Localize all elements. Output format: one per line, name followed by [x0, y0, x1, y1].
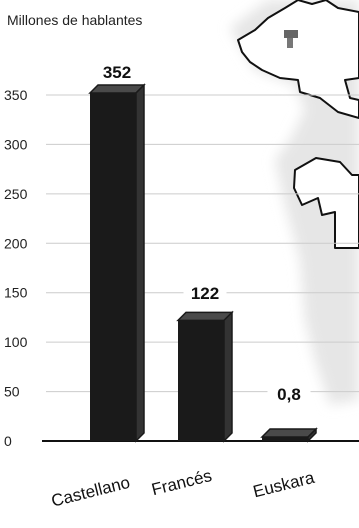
value-label: 0,8 [277, 385, 301, 404]
bar-francés [178, 312, 232, 441]
category-label: Castellano [49, 473, 132, 511]
category-label: Francés [150, 466, 214, 499]
bar-top-face [90, 85, 144, 93]
y-tick-label: 250 [4, 186, 28, 202]
bar-castellano [90, 85, 144, 441]
y-tick-label: 350 [4, 87, 28, 103]
bar-front-face [90, 93, 136, 441]
y-tick-label: 150 [4, 285, 28, 301]
y-tick-label: 0 [4, 433, 12, 449]
bar-front-face [262, 437, 308, 441]
y-tick-label: 50 [4, 384, 20, 400]
y-tick-label: 100 [4, 334, 28, 350]
category-labels: Castellano Francés Euskara [49, 466, 316, 511]
bar-front-face [178, 320, 224, 441]
value-label: 122 [191, 284, 219, 303]
bar-side-face [136, 85, 144, 441]
map-marker-stem [287, 38, 293, 48]
bar-top-face [178, 312, 232, 320]
map-marker [284, 30, 298, 38]
bar-top-face [262, 429, 316, 437]
category-label: Euskara [251, 468, 317, 502]
y-axis-title: Millones de hablantes [7, 12, 142, 28]
y-axis-ticks: 0 50 100 150 200 250 300 350 [4, 87, 28, 449]
bar-side-face [224, 312, 232, 441]
y-tick-label: 300 [4, 136, 28, 152]
y-tick-label: 200 [4, 235, 28, 251]
value-label: 352 [103, 63, 131, 82]
bar-euskara [262, 429, 316, 441]
map-illustration [230, 0, 359, 405]
